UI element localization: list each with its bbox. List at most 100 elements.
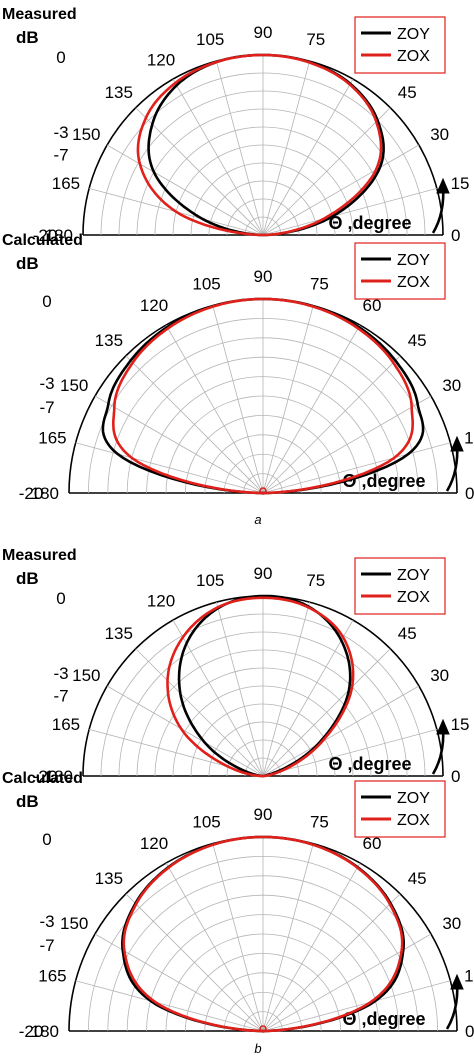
angle-tick-label: 15 <box>464 967 474 986</box>
grid-spoke <box>262 144 420 236</box>
db-tick-label: -3 <box>39 374 54 393</box>
angle-tick-label: 90 <box>254 805 273 824</box>
legend-label: ZOY <box>397 252 430 269</box>
angle-tick-label: 75 <box>306 571 325 590</box>
grid-spoke <box>262 980 451 1032</box>
db-tick-label: 0 <box>42 292 51 311</box>
angle-tick-label: 165 <box>52 715 80 734</box>
grid-spoke <box>262 893 401 1032</box>
grid-spoke <box>212 843 264 1032</box>
legend-label: ZOX <box>397 589 430 606</box>
grid-spoke <box>262 602 310 777</box>
legend-box <box>354 557 446 615</box>
grid-spoke <box>262 188 437 236</box>
grid-spoke <box>262 61 310 236</box>
legend-label: ZOY <box>397 790 430 807</box>
legend-label: ZOX <box>397 48 430 65</box>
angle-tick-label: 165 <box>38 967 66 986</box>
grid-spoke <box>262 685 420 777</box>
angle-tick-label: 0 <box>465 1022 474 1041</box>
angle-tick-label: 60 <box>363 834 382 853</box>
grid-spoke <box>135 107 264 236</box>
db-tick-label: -7 <box>53 686 68 705</box>
angle-tick-label: 90 <box>254 267 273 286</box>
angle-tick-label: 150 <box>60 376 88 395</box>
grid-spoke <box>165 324 264 494</box>
db-tick-label: -7 <box>39 398 54 417</box>
grid-spoke <box>94 933 264 1032</box>
grid-spoke <box>262 324 361 494</box>
db-tick-label: -20 <box>19 484 44 503</box>
polar-chart-b-measured: 01530456075901051201351501651800-3-7-20M… <box>2 547 470 786</box>
angle-tick-label: 165 <box>52 174 80 193</box>
grid-spoke <box>262 395 432 494</box>
grid-spoke <box>216 602 264 777</box>
angle-tick-label: 0 <box>465 484 474 503</box>
angle-tick-label: 150 <box>60 914 88 933</box>
db-tick-label: -7 <box>53 145 68 164</box>
angle-tick-label: 105 <box>196 571 224 590</box>
angle-tick-label: 0 <box>451 226 460 245</box>
legend-box <box>354 780 446 838</box>
angle-tick-label: 105 <box>192 812 220 831</box>
angle-tick-label: 30 <box>442 376 461 395</box>
angle-tick-label: 15 <box>464 429 474 448</box>
db-tick-label: -20 <box>33 767 58 786</box>
grid-spoke <box>135 648 264 777</box>
polar-chart-a-measured: 01530456075901051201351501651800-3-7-20M… <box>2 6 470 245</box>
r-axis-label: dB <box>16 28 39 47</box>
angle-tick-label: 150 <box>72 666 100 685</box>
panel-label-b: b <box>254 1041 261 1056</box>
angle-tick-label: 45 <box>408 331 427 350</box>
grid-spoke <box>262 729 437 777</box>
legend: ZOY ZOX <box>354 242 446 300</box>
grid-spoke <box>262 107 391 236</box>
grid-spoke <box>165 862 264 1032</box>
origin-marker <box>259 1025 267 1033</box>
angle-tick-label: 60 <box>363 296 382 315</box>
angle-tick-label: 30 <box>442 914 461 933</box>
theta-axis-label: Θ ,degree <box>328 213 411 233</box>
angle-tick-label: 90 <box>254 23 273 42</box>
angle-tick-label: 45 <box>398 624 417 643</box>
angle-tick-label: 75 <box>306 30 325 49</box>
chart-title: Measured <box>2 547 77 564</box>
theta-axis-label: Θ ,degree <box>328 754 411 774</box>
legend-label: ZOY <box>397 26 430 43</box>
grid-spoke <box>172 78 264 236</box>
angle-tick-label: 120 <box>140 296 168 315</box>
angle-tick-label: 135 <box>105 624 133 643</box>
angle-tick-label: 45 <box>398 83 417 102</box>
angle-tick-label: 30 <box>430 666 449 685</box>
legend-label: ZOX <box>397 812 430 829</box>
angle-tick-label: 75 <box>310 812 329 831</box>
db-tick-label: -3 <box>53 123 68 142</box>
angle-tick-label: 135 <box>95 331 123 350</box>
grid-spoke <box>125 355 264 494</box>
legend: ZOY ZOX <box>354 780 446 838</box>
angle-tick-label: 45 <box>408 869 427 888</box>
chart-title: Calculated <box>2 232 83 249</box>
db-tick-label: -20 <box>19 1022 44 1041</box>
db-tick-label: 0 <box>56 48 65 67</box>
angle-tick-label: 15 <box>451 174 470 193</box>
series-line-zox <box>122 835 404 1033</box>
grid-spoke <box>125 893 264 1032</box>
grid-spoke <box>262 862 361 1032</box>
grid-spoke <box>212 305 264 494</box>
angle-tick-label: 120 <box>147 50 175 69</box>
polar-chart-a-calculated: 0 15 30 45 60 75 90 105 120 135 150 165 180 0 -3 -7 -20 C… <box>2 232 474 503</box>
series-line-zox <box>166 596 355 778</box>
angle-tick-label: 180 <box>31 1022 59 1041</box>
r-axis-label: dB <box>16 792 39 811</box>
series-line-zox <box>136 53 383 237</box>
angle-tick-label: 180 <box>45 767 73 786</box>
grid-spoke <box>106 685 264 777</box>
legend: ZOY ZOX <box>354 557 446 615</box>
angle-tick-label: 120 <box>147 591 175 610</box>
theta-axis-label: Θ ,degree <box>342 1009 425 1029</box>
db-tick-label: -3 <box>53 664 68 683</box>
legend-box <box>354 242 446 300</box>
series-line-zox <box>112 297 414 495</box>
